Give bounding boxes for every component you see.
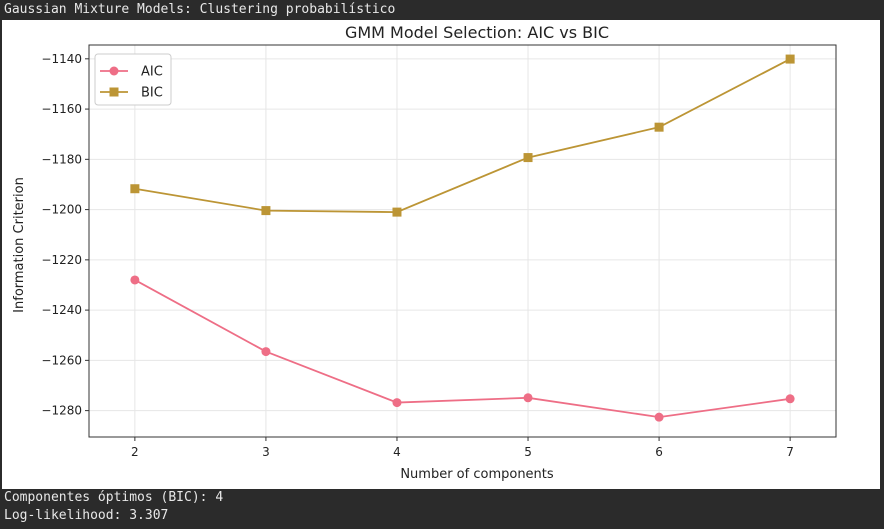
legend-bic-marker (109, 87, 119, 97)
bic-point (392, 207, 402, 217)
gmm-chart: 2 3 4 5 6 7 −1280 −1260 −1240 −1220 −1200 −1180 −11… (12, 23, 837, 482)
y-tick-label: −1180 (41, 152, 82, 166)
aic-point (392, 398, 402, 408)
x-tick-label: 4 (393, 445, 401, 459)
aic-point (130, 275, 140, 285)
x-tick-label: 5 (524, 445, 532, 459)
x-tick-label: 3 (262, 445, 270, 459)
legend-aic-label: AIC (141, 65, 163, 80)
aic-point (654, 412, 664, 422)
aic-point (523, 393, 533, 403)
log-likelihood-text: Log-likelihood: 3.307 (4, 508, 169, 523)
x-ticks: 2 3 4 5 6 7 (131, 437, 794, 459)
y-tick-label: −1280 (41, 404, 82, 418)
bic-point (523, 153, 533, 163)
series-layer (130, 54, 795, 422)
plot-frame (88, 44, 837, 438)
bic-point (130, 184, 140, 194)
y-tick-label: −1220 (41, 253, 82, 267)
bic-point (785, 54, 795, 64)
chart-title: GMM Model Selection: AIC vs BIC (345, 23, 609, 42)
y-tick-label: −1140 (41, 52, 82, 66)
x-tick-label: 2 (131, 445, 139, 459)
x-axis-label: Number of components (400, 467, 554, 482)
chart-figure: 2 3 4 5 6 7 −1280 −1260 −1240 −1220 −1200 −1180 −11… (2, 20, 880, 489)
aic-point (261, 347, 271, 357)
x-tick-label: 7 (786, 445, 794, 459)
bic-point (261, 206, 271, 216)
y-ticks: −1280 −1260 −1240 −1220 −1200 −1180 −1160 −1140 (41, 52, 89, 418)
bic-line (134, 58, 791, 214)
y-axis-label: Information Criterion (12, 177, 27, 313)
output-footer: Componentes óptimos (BIC): 4 Log-likelih… (0, 489, 884, 525)
y-tick-label: −1160 (41, 102, 82, 116)
aic-point (785, 394, 795, 404)
optimal-components-text: Componentes óptimos (BIC): 4 (4, 490, 224, 505)
bic-point (654, 122, 664, 132)
legend: AIC BIC (94, 53, 172, 106)
y-tick-label: −1240 (41, 303, 82, 317)
y-tick-label: −1200 (41, 203, 82, 217)
grid (89, 45, 836, 437)
legend-bic-label: BIC (141, 86, 163, 101)
y-tick-label: −1260 (41, 353, 82, 367)
x-tick-label: 6 (655, 445, 663, 459)
output-header: Gaussian Mixture Models: Clustering prob… (4, 2, 396, 17)
aic-line (134, 279, 791, 419)
legend-aic-marker (109, 66, 119, 76)
